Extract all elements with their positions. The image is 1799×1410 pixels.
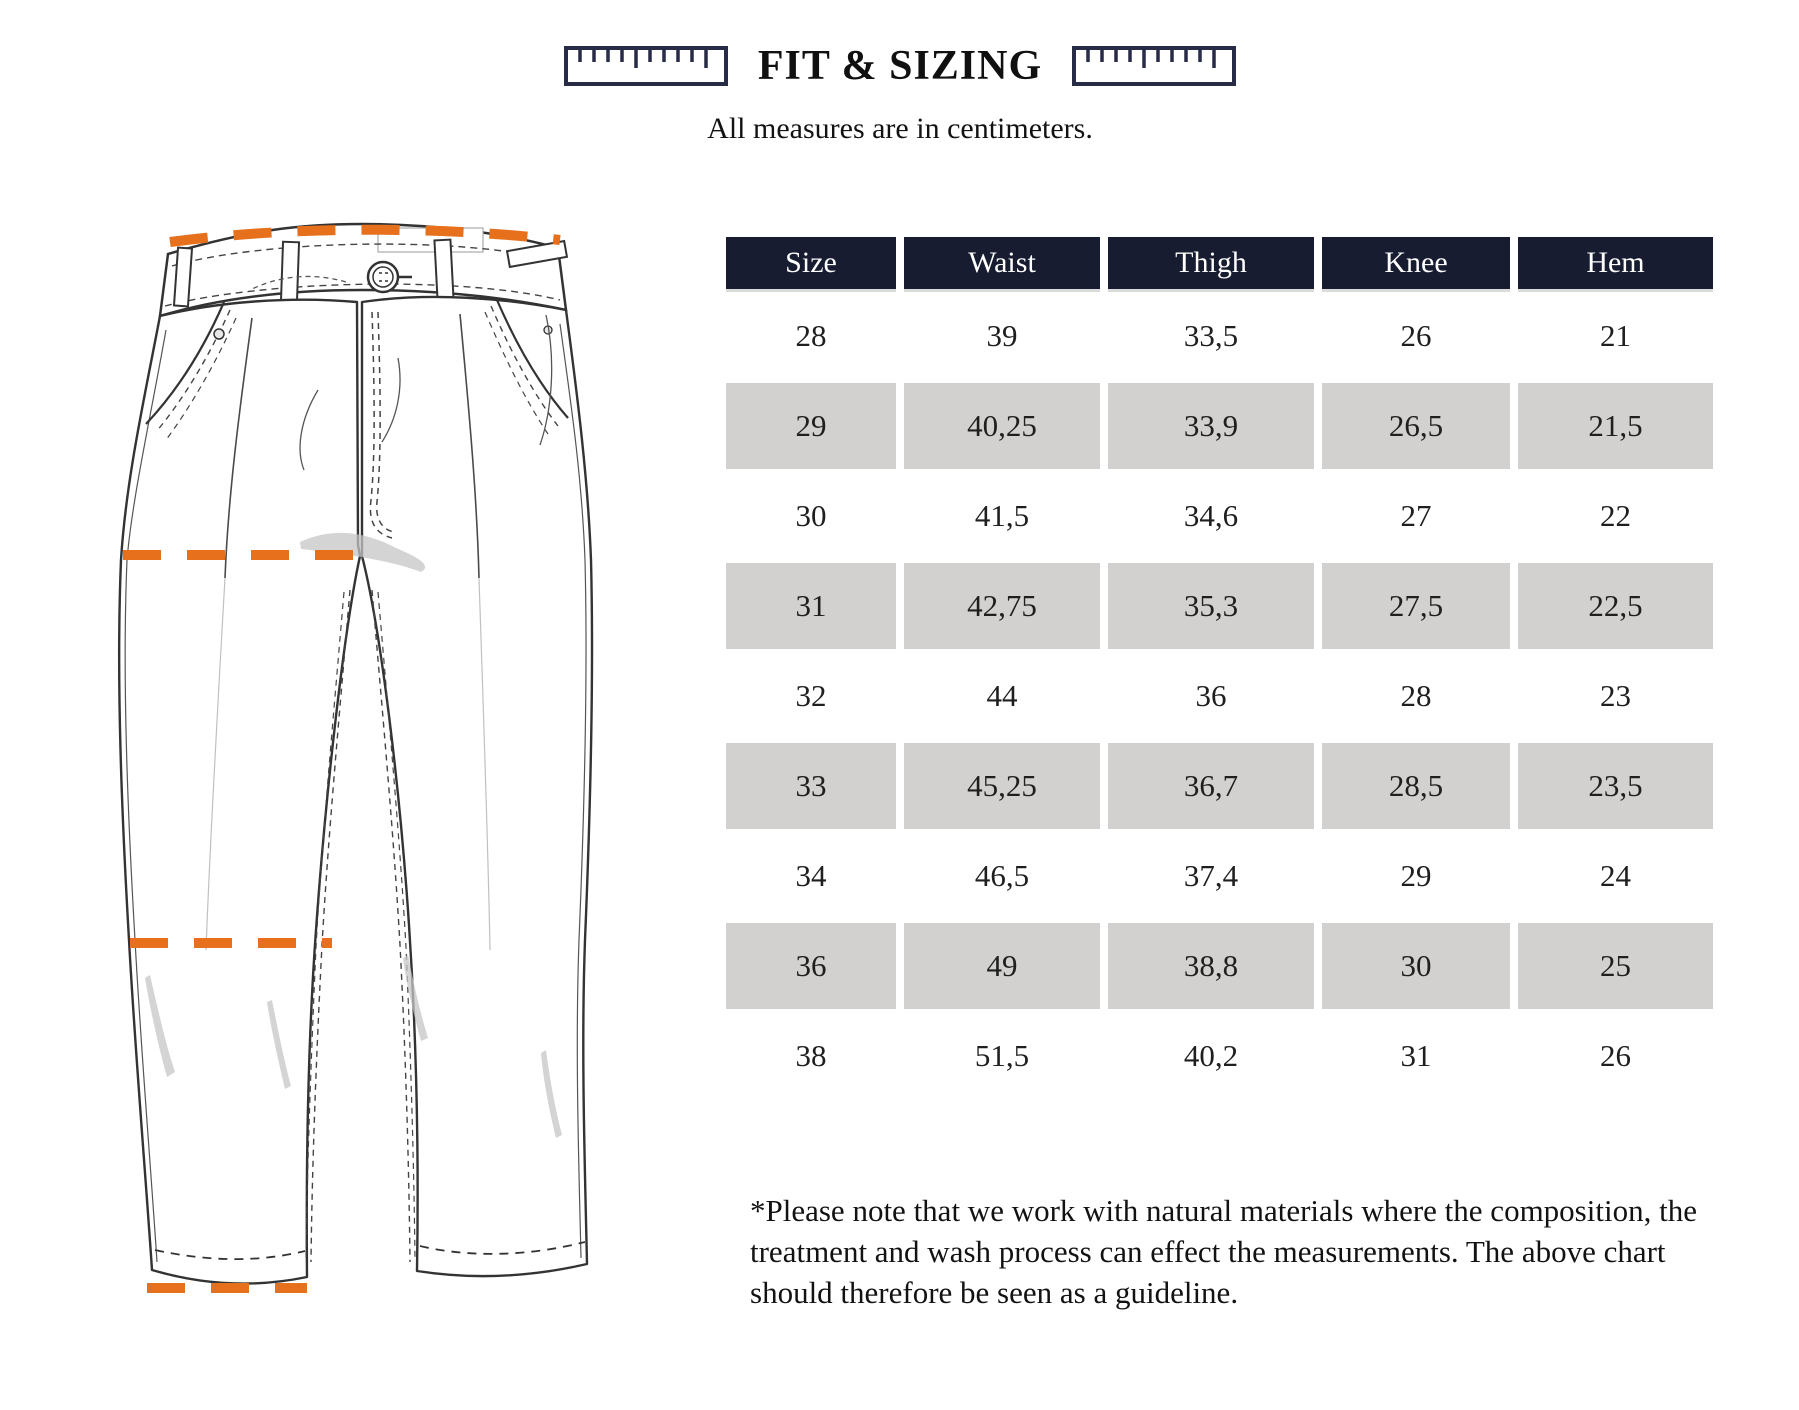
- table-cell: 33,9: [1108, 383, 1314, 469]
- measurement-lines: [123, 224, 561, 1293]
- table-cell: 38,8: [1108, 923, 1314, 1009]
- crease-lines: [205, 313, 491, 951]
- column-header-hem: Hem: [1518, 237, 1713, 289]
- column-header-waist: Waist: [904, 237, 1100, 289]
- ruler-icon: [563, 46, 728, 86]
- table-cell: 25: [1518, 923, 1713, 1009]
- units-subtitle: All measures are in centimeters.: [707, 112, 1093, 145]
- table-cell: 34: [726, 833, 896, 919]
- table-cell: 39: [904, 293, 1100, 379]
- table-cell: 22: [1518, 473, 1713, 559]
- table-cell: 22,5: [1518, 563, 1713, 649]
- table-cell: 46,5: [904, 833, 1100, 919]
- pants-legs: [117, 295, 594, 1285]
- table-cell: 31: [1322, 1013, 1510, 1099]
- pants-sketch-container: [0, 0, 700, 1405]
- table-cell: 37,4: [1108, 833, 1314, 919]
- table-cell: 51,5: [904, 1013, 1100, 1099]
- table-cell: 29: [1322, 833, 1510, 919]
- page-header: FIT & SIZING: [480, 36, 1320, 96]
- table-cell: 24: [1518, 833, 1713, 919]
- waist-measure-line: [169, 224, 561, 247]
- table-cell: 42,75: [904, 563, 1100, 649]
- page-title: FIT & SIZING: [757, 43, 1043, 89]
- pocket-right: [484, 299, 569, 435]
- table-cell: 26,5: [1322, 383, 1510, 469]
- table-cell: 21,5: [1518, 383, 1713, 469]
- table-cell: 29: [726, 383, 896, 469]
- table-cell: 35,3: [1108, 563, 1314, 649]
- footnote: *Please note that we work with natural m…: [750, 1190, 1790, 1313]
- table-cell: 44: [904, 653, 1100, 739]
- table-cell: 33: [726, 743, 896, 829]
- column-header-thigh: Thigh: [1108, 237, 1314, 289]
- shading-streaks: [145, 532, 562, 1138]
- table-cell: 30: [726, 473, 896, 559]
- table-cell: 36: [1108, 653, 1314, 739]
- table-cell: 28,5: [1322, 743, 1510, 829]
- table-cell: 36: [726, 923, 896, 1009]
- hem-stitching: [154, 1241, 586, 1261]
- belt-loops: [172, 238, 569, 308]
- table-cell: 40,25: [904, 383, 1100, 469]
- table-cell: 28: [726, 293, 896, 379]
- table-cell: 36,7: [1108, 743, 1314, 829]
- size-table: Size Waist Thigh Knee Hem 28 39 33,5 26 21 29 40,25…: [726, 237, 1713, 1099]
- footnote-line: *Please note that we work with natural m…: [750, 1193, 1697, 1228]
- guide-threads: [249, 275, 553, 471]
- fly-detail: [369, 311, 395, 539]
- ruler-icon: [1072, 46, 1237, 86]
- table-cell: 26: [1322, 293, 1510, 379]
- left-leg: [117, 298, 362, 1285]
- table-cell: 28: [1322, 653, 1510, 739]
- table-cell: 40,2: [1108, 1013, 1314, 1099]
- table-cell: 33,5: [1108, 293, 1314, 379]
- table-cell: 30: [1322, 923, 1510, 1009]
- table-cell: 49: [904, 923, 1100, 1009]
- pants-technical-sketch: [117, 222, 594, 1293]
- table-cell: 41,5: [904, 473, 1100, 559]
- table-cell: 27,5: [1322, 563, 1510, 649]
- table-cell: 27: [1322, 473, 1510, 559]
- table-cell: 34,6: [1108, 473, 1314, 559]
- waist-button: [366, 260, 412, 294]
- column-header-knee: Knee: [1322, 237, 1510, 289]
- column-header-size: Size: [726, 237, 896, 289]
- table-cell: 32: [726, 653, 896, 739]
- table-cell: 31: [726, 563, 896, 649]
- footnote-line: should therefore be seen as a guideline.: [750, 1275, 1239, 1310]
- table-cell: 23,5: [1518, 743, 1713, 829]
- table-cell: 45,25: [904, 743, 1100, 829]
- table-cell: 38: [726, 1013, 896, 1099]
- pocket-left: [145, 301, 237, 441]
- table-cell: 23: [1518, 653, 1713, 739]
- table-cell: 26: [1518, 1013, 1713, 1099]
- table-cell: 21: [1518, 293, 1713, 379]
- footnote-line: treatment and wash process can effect th…: [750, 1234, 1666, 1269]
